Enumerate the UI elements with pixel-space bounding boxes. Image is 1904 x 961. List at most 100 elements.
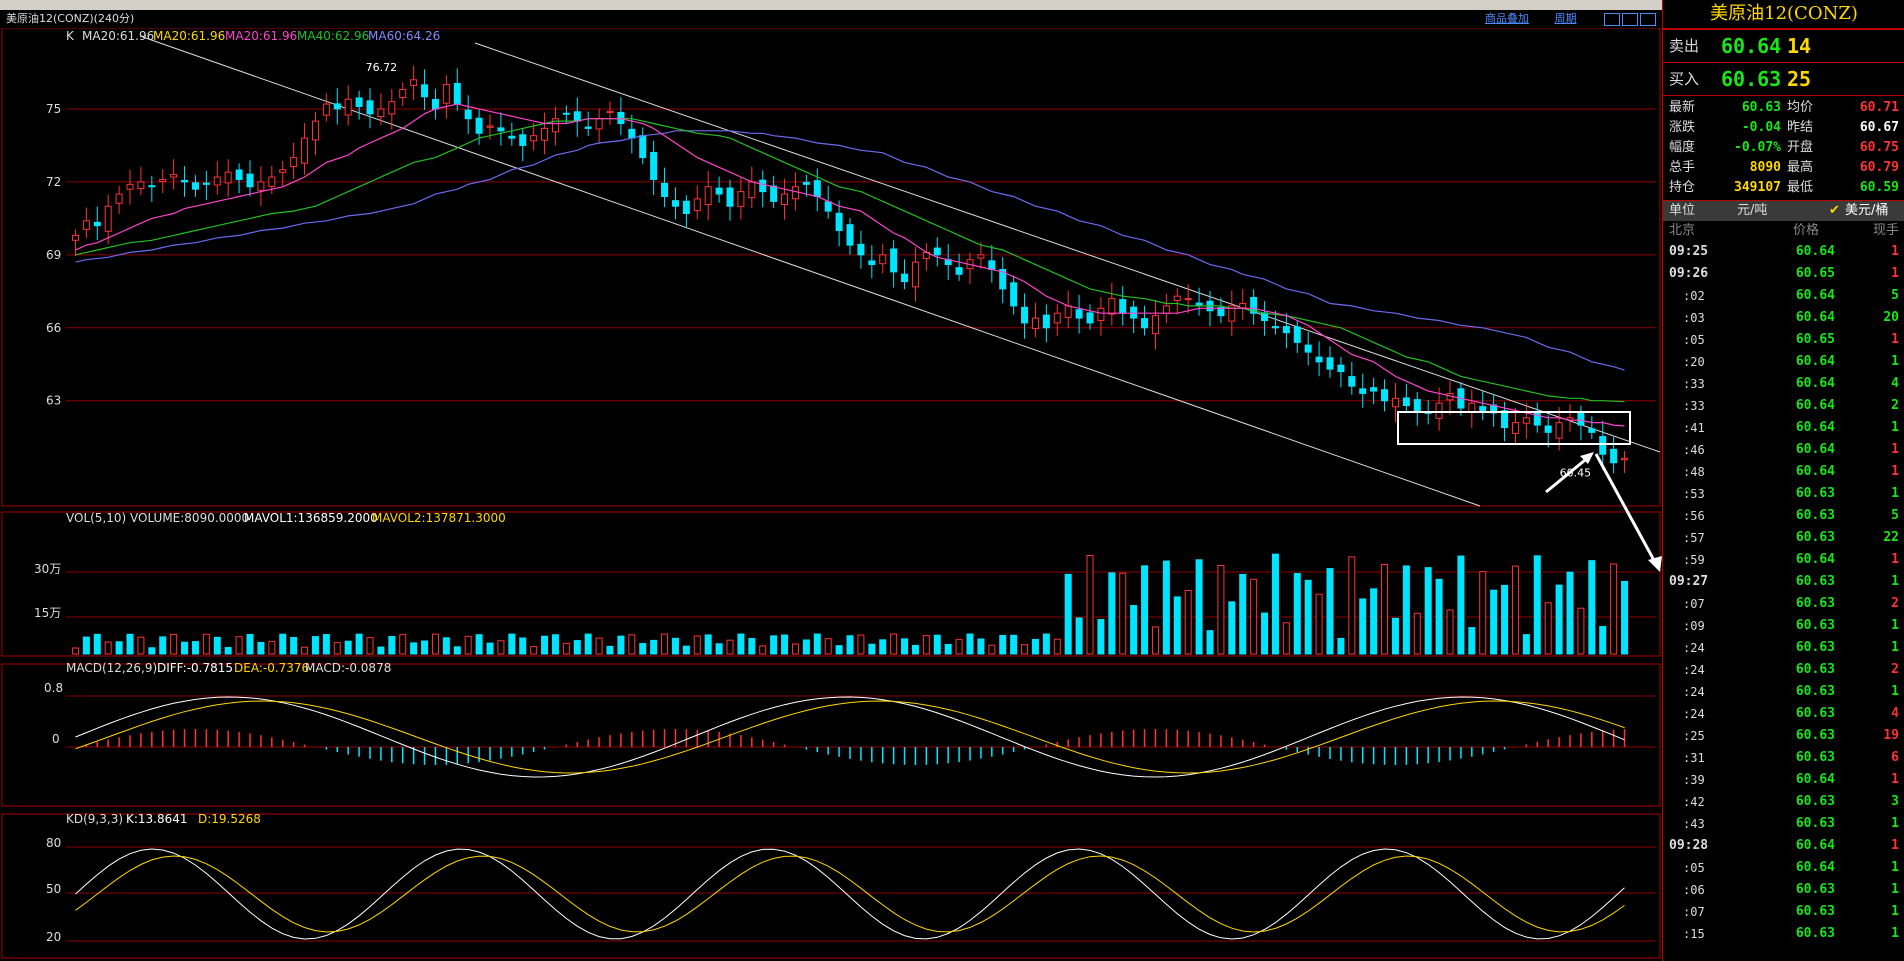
candle-body	[1501, 410, 1509, 428]
kline-chart[interactable]: K MA20:61.96 MA20:61.96 MA20:61.96 MA40:…	[0, 28, 1662, 961]
ticks-qty-header: 现手	[1872, 223, 1899, 238]
tick-row: :03 60.64 20	[1663, 307, 1904, 329]
stat-value: 8090	[1749, 160, 1781, 175]
volume-bar	[551, 634, 559, 655]
candle-body	[988, 260, 996, 270]
stat-row: 总手 8090 最高 60.79	[1663, 158, 1904, 178]
tick-row: :42 60.63 3	[1663, 791, 1904, 813]
candle-body	[1337, 364, 1345, 373]
tick-qty: 1	[1891, 332, 1899, 347]
candle-body	[1064, 305, 1072, 318]
unit-bar: 单位 元/吨 ✔ 美元/桶	[1663, 201, 1904, 221]
volume-bar	[1326, 568, 1334, 655]
volume-bar	[530, 646, 538, 655]
volume-bar	[1315, 593, 1323, 655]
restore-icon[interactable]	[1604, 12, 1620, 26]
volume-bar	[519, 637, 527, 655]
candle-body	[617, 111, 625, 125]
volume-bar	[1424, 567, 1432, 655]
ticks-list[interactable]: 09:25 60.64 1 09:26 60.65 1:02 60.64 5:03 60.64 2…	[1663, 241, 1904, 945]
volume-bar	[421, 640, 429, 655]
volume-bar	[355, 633, 363, 655]
bid-row[interactable]: 买入 60.63 25	[1663, 63, 1904, 96]
candle-body	[486, 125, 494, 128]
unit-cny-option[interactable]: 元/吨	[1737, 203, 1768, 218]
volume-bar	[268, 640, 276, 655]
tick-price: 60.64	[1795, 376, 1835, 391]
candle-body	[355, 97, 363, 108]
tick-time: :09	[1683, 619, 1705, 633]
tick-qty: 4	[1891, 706, 1899, 721]
trend-channel-lower	[139, 35, 1481, 507]
stat-row: 最新 60.63 均价 60.71	[1663, 98, 1904, 118]
tick-qty: 4	[1891, 376, 1899, 391]
volume-bar	[1468, 627, 1476, 655]
tick-price: 60.64	[1795, 772, 1835, 787]
ask-row[interactable]: 卖出 60.64 14	[1663, 30, 1904, 63]
maximize-icon[interactable]	[1640, 12, 1656, 26]
candle-body	[726, 187, 734, 207]
stat-label: 均价	[1787, 100, 1814, 115]
volume-bar	[1228, 601, 1236, 655]
candle-body	[1031, 317, 1039, 330]
candle-body	[115, 193, 123, 204]
tick-price: 60.64	[1795, 860, 1835, 875]
unit-usd-option[interactable]: 美元/桶	[1845, 203, 1889, 218]
candle-body	[1588, 428, 1596, 433]
tick-price: 60.64	[1795, 464, 1835, 479]
tick-qty: 6	[1891, 750, 1899, 765]
tick-time: :33	[1683, 399, 1705, 413]
volume-bar	[1261, 612, 1269, 655]
volume-bar	[1282, 622, 1290, 655]
stat-label: 最低	[1787, 180, 1814, 195]
volume-bar	[1511, 565, 1519, 655]
candle-body	[813, 180, 821, 197]
volume-bar	[682, 645, 690, 655]
candle-body	[573, 111, 581, 122]
volume-bar	[628, 634, 636, 655]
high-annotation: 76.72	[366, 61, 398, 74]
tile-icon[interactable]	[1622, 12, 1638, 26]
tick-time: :06	[1683, 883, 1705, 897]
candle-body	[137, 181, 145, 190]
candle-body	[1359, 388, 1367, 394]
volume-bar	[704, 634, 712, 655]
candle-body	[1173, 295, 1181, 302]
tick-time: :53	[1683, 487, 1705, 501]
candle-body	[224, 171, 232, 184]
tick-time: 09:27	[1669, 574, 1709, 589]
period-link[interactable]: 周期	[1554, 12, 1577, 25]
tick-time: :33	[1683, 377, 1705, 391]
k-legend: K	[66, 29, 75, 43]
stat-row: 幅度 -0.07% 开盘 60.75	[1663, 138, 1904, 158]
candle-body	[1533, 411, 1541, 426]
volume-bar	[224, 647, 232, 655]
volume-bar	[115, 641, 123, 655]
candle-body	[770, 185, 778, 202]
tick-price: 60.64	[1795, 354, 1835, 369]
volume-bar	[1271, 553, 1279, 655]
candle-body	[159, 178, 167, 183]
vol-legend-mavol2: MAVOL2:137871.3000	[372, 511, 506, 525]
macd-legend-macd: MACD:-0.0878	[305, 661, 391, 675]
volume-bar	[181, 641, 189, 655]
tick-price: 60.63	[1795, 926, 1835, 941]
tick-qty: 5	[1891, 288, 1899, 303]
candle-body	[191, 182, 199, 190]
stat-value: 60.71	[1859, 100, 1899, 115]
overlay-link[interactable]: 商品叠加	[1485, 12, 1529, 25]
candle-body	[235, 169, 243, 180]
volume-bar	[1490, 589, 1498, 655]
stat-value: 349107	[1734, 180, 1781, 195]
tick-qty: 1	[1891, 860, 1899, 875]
volume-bar	[1151, 626, 1159, 655]
tick-row: :33 60.64 2	[1663, 395, 1904, 417]
volume-bar	[1130, 605, 1138, 655]
candle-body	[1097, 307, 1105, 321]
candle-body	[693, 198, 701, 212]
chart-area[interactable]	[0, 10, 1662, 961]
candle-body	[202, 182, 210, 185]
candle-body	[1119, 299, 1127, 314]
tick-row: :53 60.63 1	[1663, 483, 1904, 505]
kd-k-line	[75, 848, 1625, 940]
